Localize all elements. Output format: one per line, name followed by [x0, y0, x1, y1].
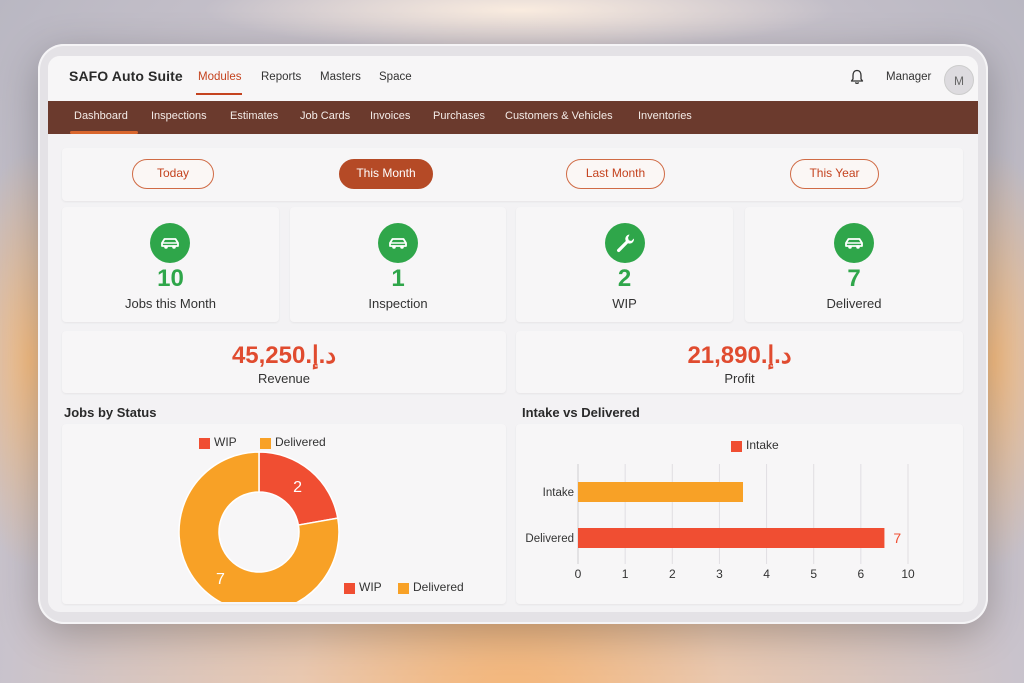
background-glow-top — [200, 0, 840, 50]
avatar[interactable]: M — [944, 65, 974, 95]
x-tick-label: 6 — [858, 567, 865, 581]
top-nav-modules[interactable]: Modules — [198, 71, 242, 83]
profit-label: Profit — [724, 371, 755, 386]
stat-value: 10 — [157, 265, 184, 292]
top-nav-space[interactable]: Space — [379, 71, 412, 83]
donut-slice-label: 2 — [293, 479, 302, 496]
stat-card-delivered[interactable]: 7 Delivered — [745, 207, 963, 322]
stat-value: 1 — [391, 265, 405, 292]
legend-label-intake: Intake — [746, 438, 779, 452]
legend-swatch-delivered — [260, 438, 271, 449]
profit-card[interactable]: 21,890.د.إ Profit — [516, 331, 963, 393]
stat-card-inspection[interactable]: 1 Inspection — [290, 207, 506, 322]
top-nav-reports[interactable]: Reports — [261, 71, 302, 83]
active-module-underline — [70, 131, 138, 134]
category-label: Intake — [543, 487, 574, 499]
x-tick-label: 10 — [901, 567, 915, 581]
module-bar: Dashboard Inspections Estimates Job Card… — [48, 101, 978, 134]
date-filter-bar: Today This Month Last Month This Year — [62, 148, 963, 201]
module-tab-inventories[interactable]: Inventories — [638, 110, 692, 122]
module-tab-estimates[interactable]: Estimates — [230, 110, 279, 122]
active-nav-underline — [196, 93, 242, 95]
car-icon — [150, 223, 190, 263]
revenue-label: Revenue — [257, 371, 311, 386]
app-screen: SAFO Auto Suite Modules Reports Masters … — [48, 56, 978, 612]
car-icon — [378, 223, 418, 263]
stat-card-wip[interactable]: 2 WIP — [516, 207, 733, 322]
bar-chart: 0 1 2 3 4 5 6 10 Intake Delivered 7 — [525, 464, 915, 581]
stat-value: 2 — [617, 265, 632, 292]
stat-label: Jobs this Month — [124, 296, 217, 311]
filter-this-year-button[interactable]: This Year — [790, 159, 879, 189]
bell-icon[interactable] — [848, 68, 866, 86]
filter-today-button[interactable]: Today — [132, 159, 214, 189]
app-title: SAFO Auto Suite — [69, 68, 183, 84]
x-tick-label: 2 — [669, 567, 676, 581]
top-bar: SAFO Auto Suite Modules Reports Masters … — [48, 56, 978, 101]
stat-card-jobs-this-month[interactable]: 10 Jobs this Month — [62, 207, 279, 322]
donut-chart: 27 — [178, 451, 340, 602]
legend-swatch-delivered-bottom — [398, 583, 409, 594]
module-tab-job-cards[interactable]: Job Cards — [300, 110, 351, 122]
x-tick-label: 5 — [810, 567, 817, 581]
profit-value: 21,890.د.إ — [687, 342, 792, 369]
legend-swatch-wip — [199, 438, 210, 449]
stat-label: Delivered — [826, 296, 882, 311]
donut-slice-label: 7 — [216, 571, 225, 588]
intake-vs-delivered-title: Intake vs Delivered — [522, 405, 640, 420]
jobs-by-status-title: Jobs by Status — [64, 405, 157, 420]
x-tick-label: 1 — [622, 567, 629, 581]
module-tab-purchases[interactable]: Purchases — [433, 110, 485, 122]
legend-label-delivered-bottom: Delivered — [413, 580, 464, 594]
category-label: Delivered — [525, 533, 574, 545]
top-nav-masters[interactable]: Masters — [320, 71, 361, 83]
stat-label: Inspection — [368, 296, 428, 311]
x-tick-label: 4 — [763, 567, 770, 581]
legend-label-wip: WIP — [214, 435, 237, 449]
intake-vs-delivered-chart-card: Intake 0 1 2 3 4 5 6 10 Intake Delivered 7 — [516, 424, 963, 604]
bar-data-label: 7 — [893, 530, 901, 546]
legend-swatch-intake — [731, 441, 742, 452]
bar-delivered[interactable] — [578, 528, 885, 548]
module-tab-dashboard[interactable]: Dashboard — [74, 110, 128, 122]
filter-last-month-button[interactable]: Last Month — [566, 159, 665, 189]
stat-value: 7 — [847, 265, 861, 292]
revenue-value: 45,250.د.إ — [231, 342, 337, 369]
stat-label: WIP — [612, 296, 637, 311]
module-tab-customers-vehicles[interactable]: Customers & Vehicles — [505, 110, 613, 122]
bar-intake[interactable] — [578, 482, 743, 502]
x-tick-label: 3 — [716, 567, 723, 581]
legend-label-wip-bottom: WIP — [359, 580, 382, 594]
legend-label-delivered: Delivered — [275, 435, 326, 449]
revenue-card[interactable]: 45,250.د.إ Revenue — [62, 331, 506, 393]
x-tick-label: 0 — [575, 567, 582, 581]
donut-slice-delivered[interactable] — [178, 451, 340, 602]
user-name[interactable]: Manager — [886, 71, 932, 83]
car-icon — [834, 223, 874, 263]
filter-this-month-button[interactable]: This Month — [339, 159, 433, 189]
module-tab-invoices[interactable]: Invoices — [370, 110, 411, 122]
legend-swatch-wip-bottom — [344, 583, 355, 594]
module-tab-inspections[interactable]: Inspections — [151, 110, 207, 122]
wrench-icon — [605, 223, 645, 263]
